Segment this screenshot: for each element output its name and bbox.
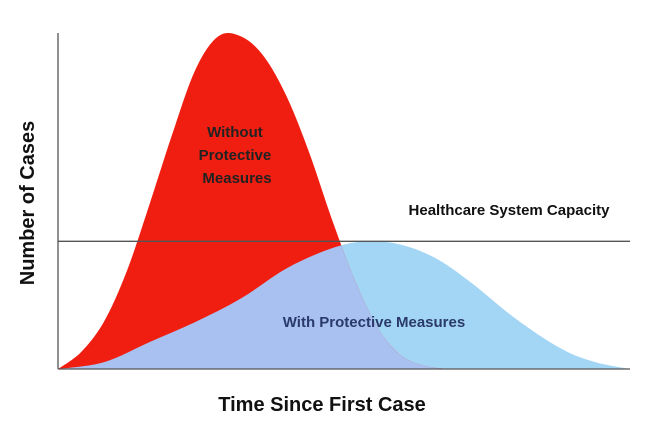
x-axis-label: Time Since First Case — [218, 394, 426, 416]
with-protective-measures-label: With Protective Measures — [283, 314, 465, 331]
with-label-line-1: With Protective Measures — [283, 314, 465, 331]
without-label-line-2: Protective — [199, 147, 272, 164]
without-protective-measures-label: Without Protective Measures — [199, 124, 276, 187]
healthcare-capacity-label: Healthcare System Capacity — [409, 202, 611, 219]
chart-marks — [58, 32, 630, 369]
y-axis-label: Number of Cases — [17, 121, 39, 286]
without-label-line-1: Without — [207, 124, 263, 141]
overlap-area — [58, 241, 447, 369]
without-label-line-3: Measures — [202, 170, 271, 187]
